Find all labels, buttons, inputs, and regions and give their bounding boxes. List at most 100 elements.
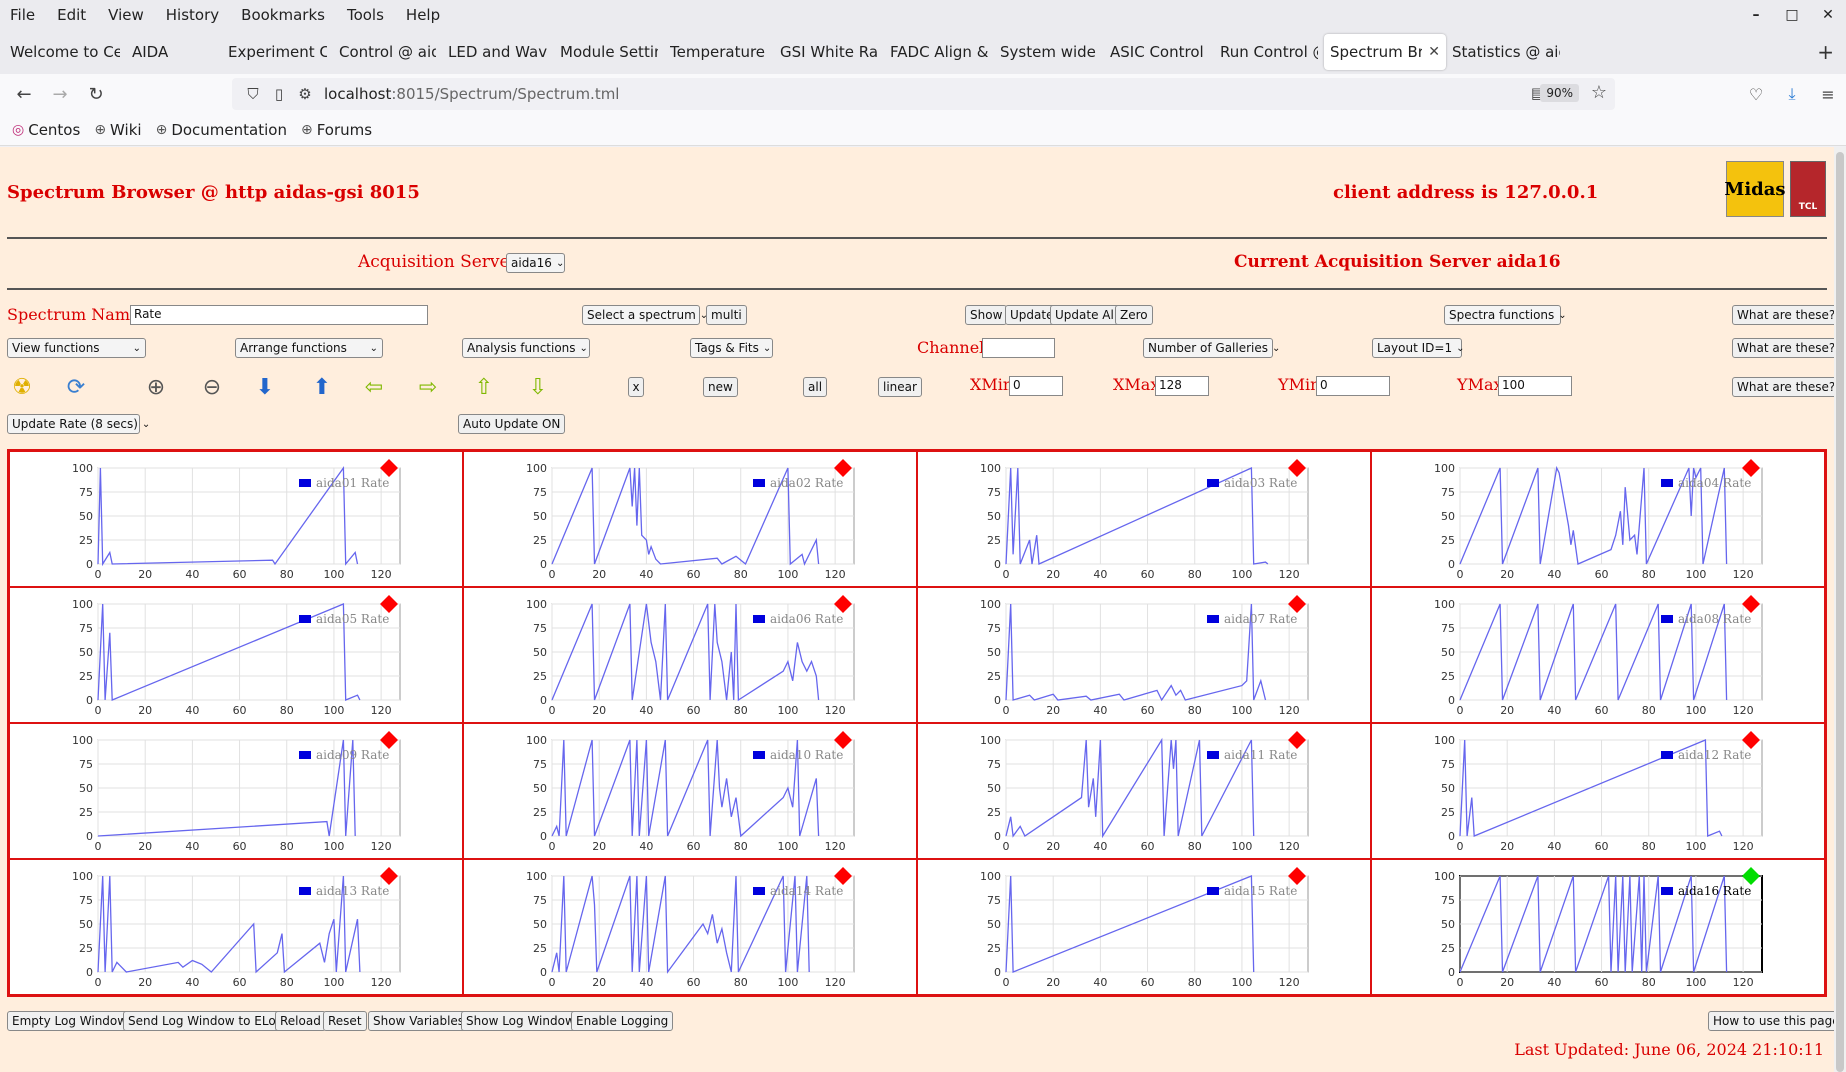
status-red-diamond-icon[interactable] — [1742, 731, 1760, 749]
arrow-right-icon[interactable]: ⇨ — [418, 374, 438, 400]
auto-update-button[interactable]: Auto Update ON — [458, 414, 566, 434]
spectrum-gallery-cell[interactable]: 0 25 50 75 100 0 20 40 60 80 100 120 aida05 Rate — [9, 587, 463, 723]
menu-file[interactable]: File — [10, 6, 36, 24]
spectrum-name-input[interactable]: Rate — [130, 305, 428, 325]
bookmark-forums[interactable]: ⊕ Forums — [301, 121, 372, 139]
status-red-diamond-icon[interactable] — [380, 595, 398, 613]
maximize-icon[interactable]: □ — [1785, 7, 1799, 23]
channel-input[interactable] — [982, 338, 1055, 358]
page-scrollbar-thumb[interactable] — [1836, 152, 1844, 1072]
acquisition-server-select[interactable]: aida16 ⌄ — [506, 253, 565, 273]
spectrum-gallery-cell[interactable]: 0 25 50 75 100 0 20 40 60 80 100 120 aida11 Rate — [917, 723, 1371, 859]
hamburger-menu-icon[interactable]: ≡ — [1821, 84, 1835, 104]
shield-icon[interactable]: ⛉ — [247, 85, 259, 103]
bookmark-wiki[interactable]: ⊕ Wiki — [94, 121, 141, 139]
layout-id-dropdown[interactable]: Layout ID=1 ⌄ — [1372, 338, 1464, 358]
show-button[interactable]: Show — [965, 305, 1008, 325]
status-red-diamond-icon[interactable] — [1742, 595, 1760, 613]
xmin-input[interactable]: 0 — [1009, 376, 1063, 396]
tags-fits-dropdown[interactable]: Tags & Fits ⌄ — [690, 338, 773, 358]
spectrum-gallery-cell[interactable]: 0 25 50 75 100 0 20 40 60 80 100 120 aida03 Rate — [917, 451, 1371, 587]
browser-tab[interactable]: Spectrum Brow ✕ — [1324, 34, 1446, 70]
update-button[interactable]: Update — [1005, 305, 1059, 325]
spectrum-gallery-cell[interactable]: 0 25 50 75 100 0 20 40 60 80 100 120 aida12 Rate — [1371, 723, 1825, 859]
forward-icon[interactable]: → — [52, 83, 68, 105]
spectrum-gallery-cell[interactable]: 0 25 50 75 100 0 20 40 60 80 100 120 aida06 Rate — [463, 587, 917, 723]
reload-icon[interactable]: ↻ — [88, 83, 104, 105]
linear-button[interactable]: linear — [878, 377, 922, 397]
footer-button-reload[interactable]: Reload — [275, 1011, 326, 1031]
zoom-in-icon[interactable]: ⊕ — [146, 374, 166, 400]
status-green-diamond-icon[interactable] — [1742, 867, 1760, 885]
spectrum-gallery-cell[interactable]: 0 25 50 75 100 0 20 40 60 80 100 120 aida02 Rate — [463, 451, 917, 587]
back-icon[interactable]: ← — [16, 83, 32, 105]
x-button[interactable]: x — [628, 377, 644, 397]
status-red-diamond-icon[interactable] — [834, 595, 852, 613]
new-button[interactable]: new — [703, 377, 738, 397]
status-red-diamond-icon[interactable] — [1288, 595, 1306, 613]
menu-edit[interactable]: Edit — [57, 6, 87, 24]
browser-tab[interactable]: Module Settings — [554, 34, 664, 70]
bookmark-star-icon[interactable]: ☆ — [1590, 82, 1607, 103]
status-red-diamond-icon[interactable] — [380, 459, 398, 477]
update-all-button[interactable]: Update All — [1050, 305, 1123, 325]
spectrum-gallery-cell[interactable]: 0 25 50 75 100 0 20 40 60 80 100 120 aida14 Rate — [463, 859, 917, 995]
expand-down-icon[interactable]: ⬇ — [255, 374, 275, 400]
minimize-icon[interactable]: – — [1752, 7, 1760, 23]
number-of-galleries-dropdown[interactable]: Number of Galleries ⌄ — [1143, 338, 1280, 358]
spectrum-gallery-cell[interactable]: 0 25 50 75 100 0 20 40 60 80 100 120 aida10 Rate — [463, 723, 917, 859]
arrow-left-icon[interactable]: ⇦ — [364, 374, 384, 400]
browser-tab[interactable]: ASIC Control @ — [1104, 34, 1214, 70]
spectrum-gallery-cell[interactable]: 0 25 50 75 100 0 20 40 60 80 100 120 aida07 Rate — [917, 587, 1371, 723]
browser-tab[interactable]: Statistics @ aida — [1446, 34, 1566, 70]
footer-button-enable-logging[interactable]: Enable Logging — [571, 1011, 674, 1031]
close-icon[interactable]: ✕ — [1822, 7, 1834, 23]
menu-bookmarks[interactable]: Bookmarks — [241, 6, 325, 24]
spectrum-gallery-cell[interactable]: 0 25 50 75 100 0 20 40 60 80 100 120 aida04 Rate — [1371, 451, 1825, 587]
menu-help[interactable]: Help — [405, 6, 441, 24]
status-red-diamond-icon[interactable] — [1288, 459, 1306, 477]
permissions-icon[interactable]: ⚙ — [298, 85, 312, 103]
status-red-diamond-icon[interactable] — [1742, 459, 1760, 477]
spectrum-gallery-cell[interactable]: 0 25 50 75 100 0 20 40 60 80 100 120 aida08 Rate — [1371, 587, 1825, 723]
status-red-diamond-icon[interactable] — [380, 867, 398, 885]
menu-view[interactable]: View — [108, 6, 144, 24]
spectrum-gallery-cell[interactable]: 0 25 50 75 100 0 20 40 60 80 100 120 aida15 Rate — [917, 859, 1371, 995]
status-red-diamond-icon[interactable] — [1288, 867, 1306, 885]
zoom-level[interactable]: 90% — [1540, 84, 1579, 102]
multi-button[interactable]: multi — [706, 305, 747, 325]
what-are-these-button-1[interactable]: What are these? — [1732, 305, 1841, 325]
spectrum-gallery-cell[interactable]: 0 25 50 75 100 0 20 40 60 80 100 120 aida13 Rate — [9, 859, 463, 995]
new-tab-icon[interactable]: + — [1817, 40, 1834, 64]
pocket-icon[interactable]: ♡ — [1748, 84, 1764, 104]
browser-tab[interactable]: Run Control @ a — [1214, 34, 1324, 70]
status-red-diamond-icon[interactable] — [834, 731, 852, 749]
refresh-icon[interactable]: ⟳ — [66, 374, 86, 400]
arrow-down-icon[interactable]: ⇩ — [528, 374, 548, 400]
browser-tab[interactable]: FADC Align & Co — [884, 34, 994, 70]
status-red-diamond-icon[interactable] — [834, 867, 852, 885]
xmax-input[interactable]: 128 — [1155, 376, 1209, 396]
view-functions-dropdown[interactable]: View functions ⌄ — [7, 338, 146, 358]
how-to-use-button[interactable]: How to use this page — [1708, 1011, 1845, 1031]
browser-tab[interactable]: System wide Che — [994, 34, 1104, 70]
status-red-diamond-icon[interactable] — [1288, 731, 1306, 749]
browser-tab[interactable]: Control @ aidas — [333, 34, 442, 70]
footer-button-empty-log-window[interactable]: Empty Log Window — [7, 1011, 133, 1031]
status-red-diamond-icon[interactable] — [834, 459, 852, 477]
update-rate-dropdown[interactable]: Update Rate (8 secs) ⌄ — [7, 414, 150, 434]
spectrum-gallery-cell[interactable]: 0 25 50 75 100 0 20 40 60 80 100 120 aida16 Rate — [1371, 859, 1825, 995]
status-red-diamond-icon[interactable] — [380, 731, 398, 749]
footer-button-show-log-window[interactable]: Show Log Window — [461, 1011, 580, 1031]
menu-tools[interactable]: Tools — [346, 6, 384, 24]
tab-close-icon[interactable]: ✕ — [1428, 44, 1440, 60]
browser-tab[interactable]: Welcome to Cen — [4, 34, 126, 70]
browser-tab[interactable]: GSI White Rabbi — [774, 34, 884, 70]
ymin-input[interactable]: 0 — [1316, 376, 1390, 396]
browser-tab[interactable]: Experiment Cont — [222, 34, 333, 70]
downloads-icon[interactable]: ⤓ — [1788, 84, 1796, 103]
radiation-icon[interactable]: ☢ — [12, 374, 32, 400]
expand-up-icon[interactable]: ⬆ — [312, 374, 332, 400]
url-bar[interactable]: ⛉ ▯ ⚙ localhost:8015/Spectrum/Spectrum.t… — [232, 78, 1615, 110]
browser-tab[interactable]: AIDA — [126, 34, 222, 70]
